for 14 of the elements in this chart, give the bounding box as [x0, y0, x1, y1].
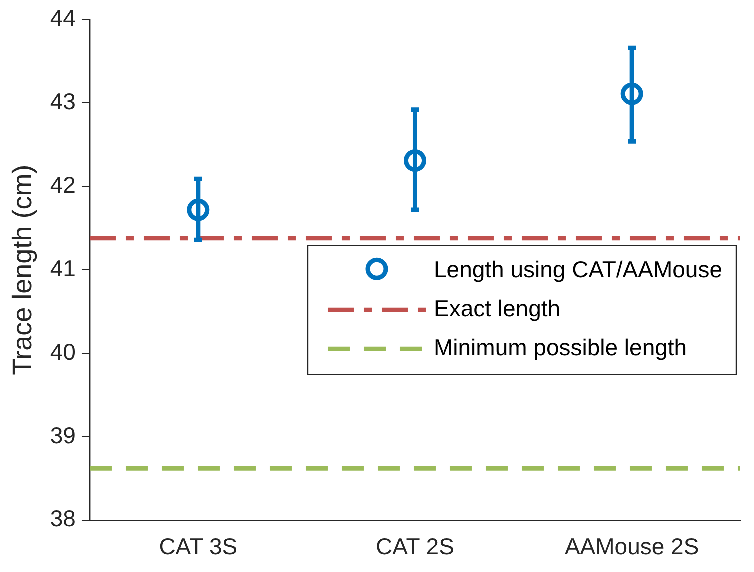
y-tick-label: 43 — [50, 88, 76, 115]
y-tick-label: 44 — [50, 5, 76, 32]
legend-label: Exact length — [434, 295, 561, 322]
x-tick-label: CAT 3S — [159, 534, 238, 560]
y-tick-label: 40 — [50, 338, 76, 365]
y-tick-label: 38 — [50, 506, 76, 532]
legend-label: Minimum possible length — [434, 334, 688, 360]
legend-label: Length using CAT/AAMouse — [434, 256, 723, 282]
y-axis-title: Trace length (cm) — [8, 164, 38, 376]
y-tick-label: 41 — [50, 255, 76, 282]
x-tick-label: CAT 2S — [376, 534, 454, 560]
x-tick-label: AAMouse 2S — [564, 534, 700, 560]
y-tick-label: 39 — [50, 422, 76, 448]
y-tick-label: 42 — [50, 172, 76, 198]
